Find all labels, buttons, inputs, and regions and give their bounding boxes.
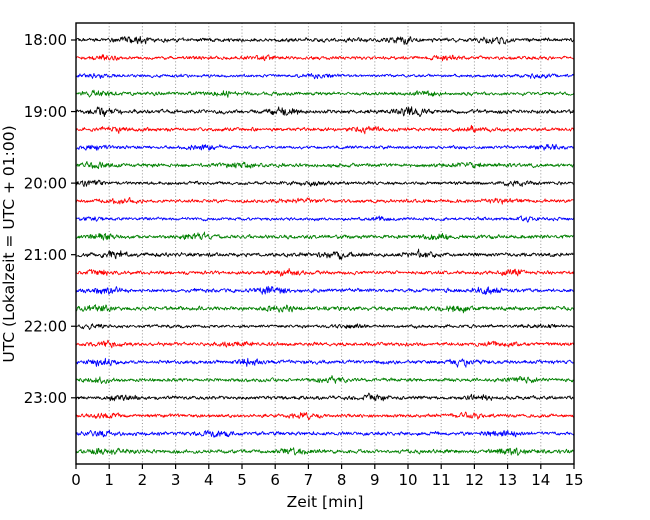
- seismogram-trace: [75, 357, 575, 368]
- seismogram-trace: [75, 339, 575, 349]
- y-axis-ticks: 18:00 19:00 20:00 21:00 22:00 23:00: [24, 31, 76, 407]
- y-tick-label: 23:00: [24, 389, 67, 407]
- seismogram-trace: [75, 248, 575, 260]
- seismogram-trace: [75, 161, 575, 170]
- axis-frame: [75, 22, 575, 465]
- x-tick-label: 1: [104, 471, 114, 489]
- x-tick-label: 8: [337, 471, 347, 489]
- y-tick-label: 18:00: [24, 31, 67, 49]
- x-tick-label: 6: [270, 471, 280, 489]
- seismogram-trace: [75, 447, 575, 456]
- seismogram-trace: [75, 179, 575, 188]
- seismogram-trace: [75, 429, 575, 438]
- seismogram-trace: [75, 89, 575, 98]
- x-tick-label: 15: [564, 471, 583, 489]
- trace-group: [75, 36, 575, 456]
- seismogram-trace: [75, 285, 575, 295]
- x-axis-ticks: 0 1 2 3 4 5 6 7 8 9 10 11 12 13 14 15: [71, 464, 584, 489]
- seismogram-trace: [75, 231, 575, 241]
- y-tick-label: 21:00: [24, 246, 67, 264]
- x-tick-label: 0: [71, 471, 81, 489]
- seismogram-trace: [75, 124, 575, 135]
- seismogram-trace: [75, 411, 575, 421]
- seismogram-trace: [75, 36, 575, 45]
- seismogram-trace: [75, 375, 575, 385]
- x-tick-label: 3: [171, 471, 181, 489]
- seismogram-trace: [75, 72, 575, 80]
- x-tick-label: 10: [398, 471, 417, 489]
- x-tick-label: 5: [237, 471, 247, 489]
- plot-border: [75, 22, 575, 465]
- seismogram-trace: [75, 54, 575, 62]
- y-tick-label: 19:00: [24, 103, 67, 121]
- x-tick-label: 2: [138, 471, 148, 489]
- y-tick-label: 20:00: [24, 174, 67, 192]
- x-tick-label: 7: [304, 471, 314, 489]
- seismogram-trace: [75, 143, 575, 151]
- seismogram-trace: [75, 268, 575, 277]
- x-axis-title: Zeit [min]: [287, 493, 364, 511]
- seismogram-trace: [75, 304, 575, 314]
- seismogram-trace: [75, 106, 575, 118]
- seismogram-trace: [75, 215, 575, 223]
- seismogram-trace: [75, 196, 575, 205]
- x-tick-label: 4: [204, 471, 214, 489]
- seismogram-trace: [75, 392, 575, 402]
- y-tick-label: 22:00: [24, 317, 67, 335]
- x-tick-label: 12: [465, 471, 484, 489]
- x-tick-label: 9: [370, 471, 380, 489]
- x-tick-label: 11: [432, 471, 451, 489]
- seismogram-trace: [75, 323, 575, 330]
- x-tick-label: 13: [498, 471, 517, 489]
- y-axis-title: UTC (Lokalzeit = UTC + 01:00): [0, 125, 18, 362]
- x-tick-label: 14: [531, 471, 550, 489]
